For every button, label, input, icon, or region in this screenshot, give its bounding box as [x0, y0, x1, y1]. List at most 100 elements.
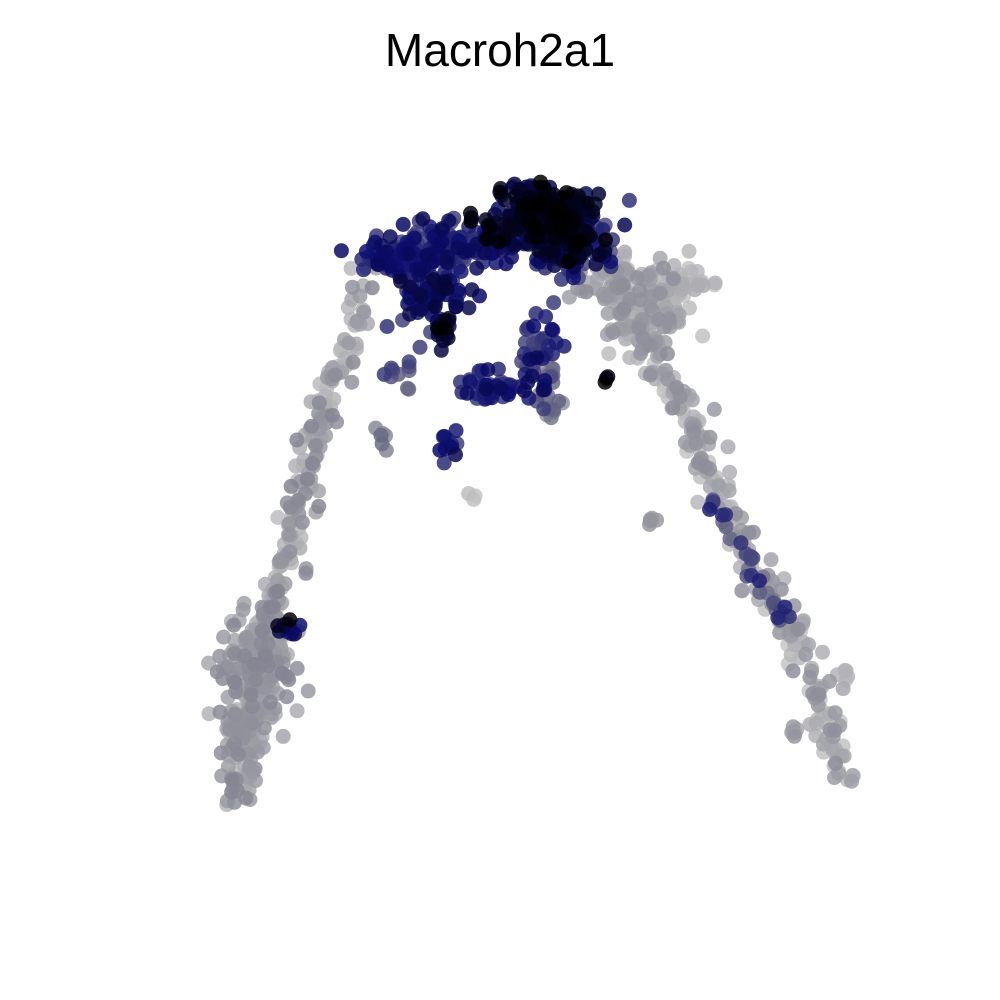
cell-point [538, 309, 554, 325]
cell-point [256, 720, 272, 736]
cell-point [243, 687, 259, 703]
cell-point [480, 362, 496, 378]
cell-point [615, 278, 631, 293]
cell-point [660, 346, 675, 362]
cell-point [395, 216, 411, 232]
cell-point [642, 367, 658, 383]
cell-point [695, 278, 711, 294]
cell-point [283, 478, 299, 494]
cell-point [835, 681, 851, 697]
cell-point [364, 280, 380, 296]
cell-point [477, 245, 493, 261]
cell-point [546, 207, 562, 223]
cell-point [541, 219, 557, 235]
cell-point [212, 648, 228, 664]
cell-point [209, 664, 225, 680]
cell-point [711, 478, 726, 493]
cell-point [248, 672, 264, 688]
cell-point [265, 599, 281, 615]
cell-point [287, 626, 303, 642]
cell-point [665, 400, 681, 416]
cell-point [236, 648, 252, 664]
cell-point [227, 675, 243, 690]
cell-point [572, 233, 588, 249]
cell-point [244, 698, 260, 714]
cell-point [413, 288, 429, 304]
cell-point [533, 174, 548, 190]
cell-point [448, 299, 464, 315]
cell-point [641, 267, 657, 283]
cell-point [254, 623, 270, 639]
cell-point [213, 745, 229, 761]
cell-point [300, 471, 315, 487]
cell-point [773, 581, 789, 597]
cell-point [559, 185, 575, 201]
cell-point [274, 554, 290, 570]
cell-point [690, 494, 706, 510]
cell-point [226, 617, 242, 633]
cell-point [695, 328, 711, 344]
cell-point [281, 527, 297, 543]
cell-point [290, 493, 306, 508]
cell-point [770, 610, 786, 626]
cell-point [532, 196, 548, 212]
cell-point [370, 257, 386, 273]
cell-point [241, 759, 257, 775]
cell-point [434, 221, 450, 237]
cell-point [617, 217, 633, 233]
cell-point [379, 319, 395, 334]
cell-point [655, 260, 671, 276]
cell-point [718, 507, 734, 523]
cell-point [517, 383, 532, 399]
cell-point [401, 354, 417, 370]
cell-point [605, 325, 621, 340]
cell-point [657, 319, 672, 335]
cell-point [827, 723, 843, 738]
cell-point [281, 516, 297, 532]
cell-point [235, 602, 251, 618]
chart-title: Macroh2a1 [384, 24, 616, 76]
cell-point [345, 354, 361, 370]
cell-point [373, 427, 389, 443]
cell-point [415, 211, 431, 227]
cell-point [536, 401, 552, 417]
cell-point [827, 770, 842, 786]
cell-point [837, 662, 853, 678]
cell-point [356, 262, 371, 278]
cell-point [311, 395, 327, 411]
cell-point [785, 663, 801, 679]
cell-point [718, 519, 734, 535]
cell-point [720, 439, 736, 455]
cell-point [376, 366, 392, 382]
cell-point [772, 625, 788, 641]
cell-point [688, 435, 704, 451]
cell-point [591, 247, 607, 263]
cell-point [453, 264, 469, 279]
cell-point [526, 318, 542, 334]
cell-point [531, 243, 547, 259]
cell-point [300, 683, 316, 699]
cell-point [560, 254, 576, 270]
cell-point [439, 254, 455, 270]
cell-point [341, 335, 357, 351]
cell-point [535, 382, 551, 398]
cell-point [270, 618, 286, 634]
cell-point [289, 432, 305, 448]
cell-point [427, 299, 443, 314]
cell-point [827, 705, 843, 721]
cell-point [544, 244, 560, 260]
cell-point [815, 644, 830, 660]
cell-point [493, 381, 509, 396]
cell-point [462, 374, 478, 390]
cell-point [382, 229, 398, 245]
cell-point [461, 486, 477, 502]
cell-point [702, 429, 718, 445]
cell-point [419, 247, 435, 263]
cell-point [275, 728, 291, 744]
cell-point [401, 246, 416, 262]
cell-point [304, 455, 320, 471]
cell-point [459, 385, 475, 401]
cell-point [777, 599, 793, 615]
cell-point [707, 275, 723, 291]
cell-point [356, 304, 372, 320]
